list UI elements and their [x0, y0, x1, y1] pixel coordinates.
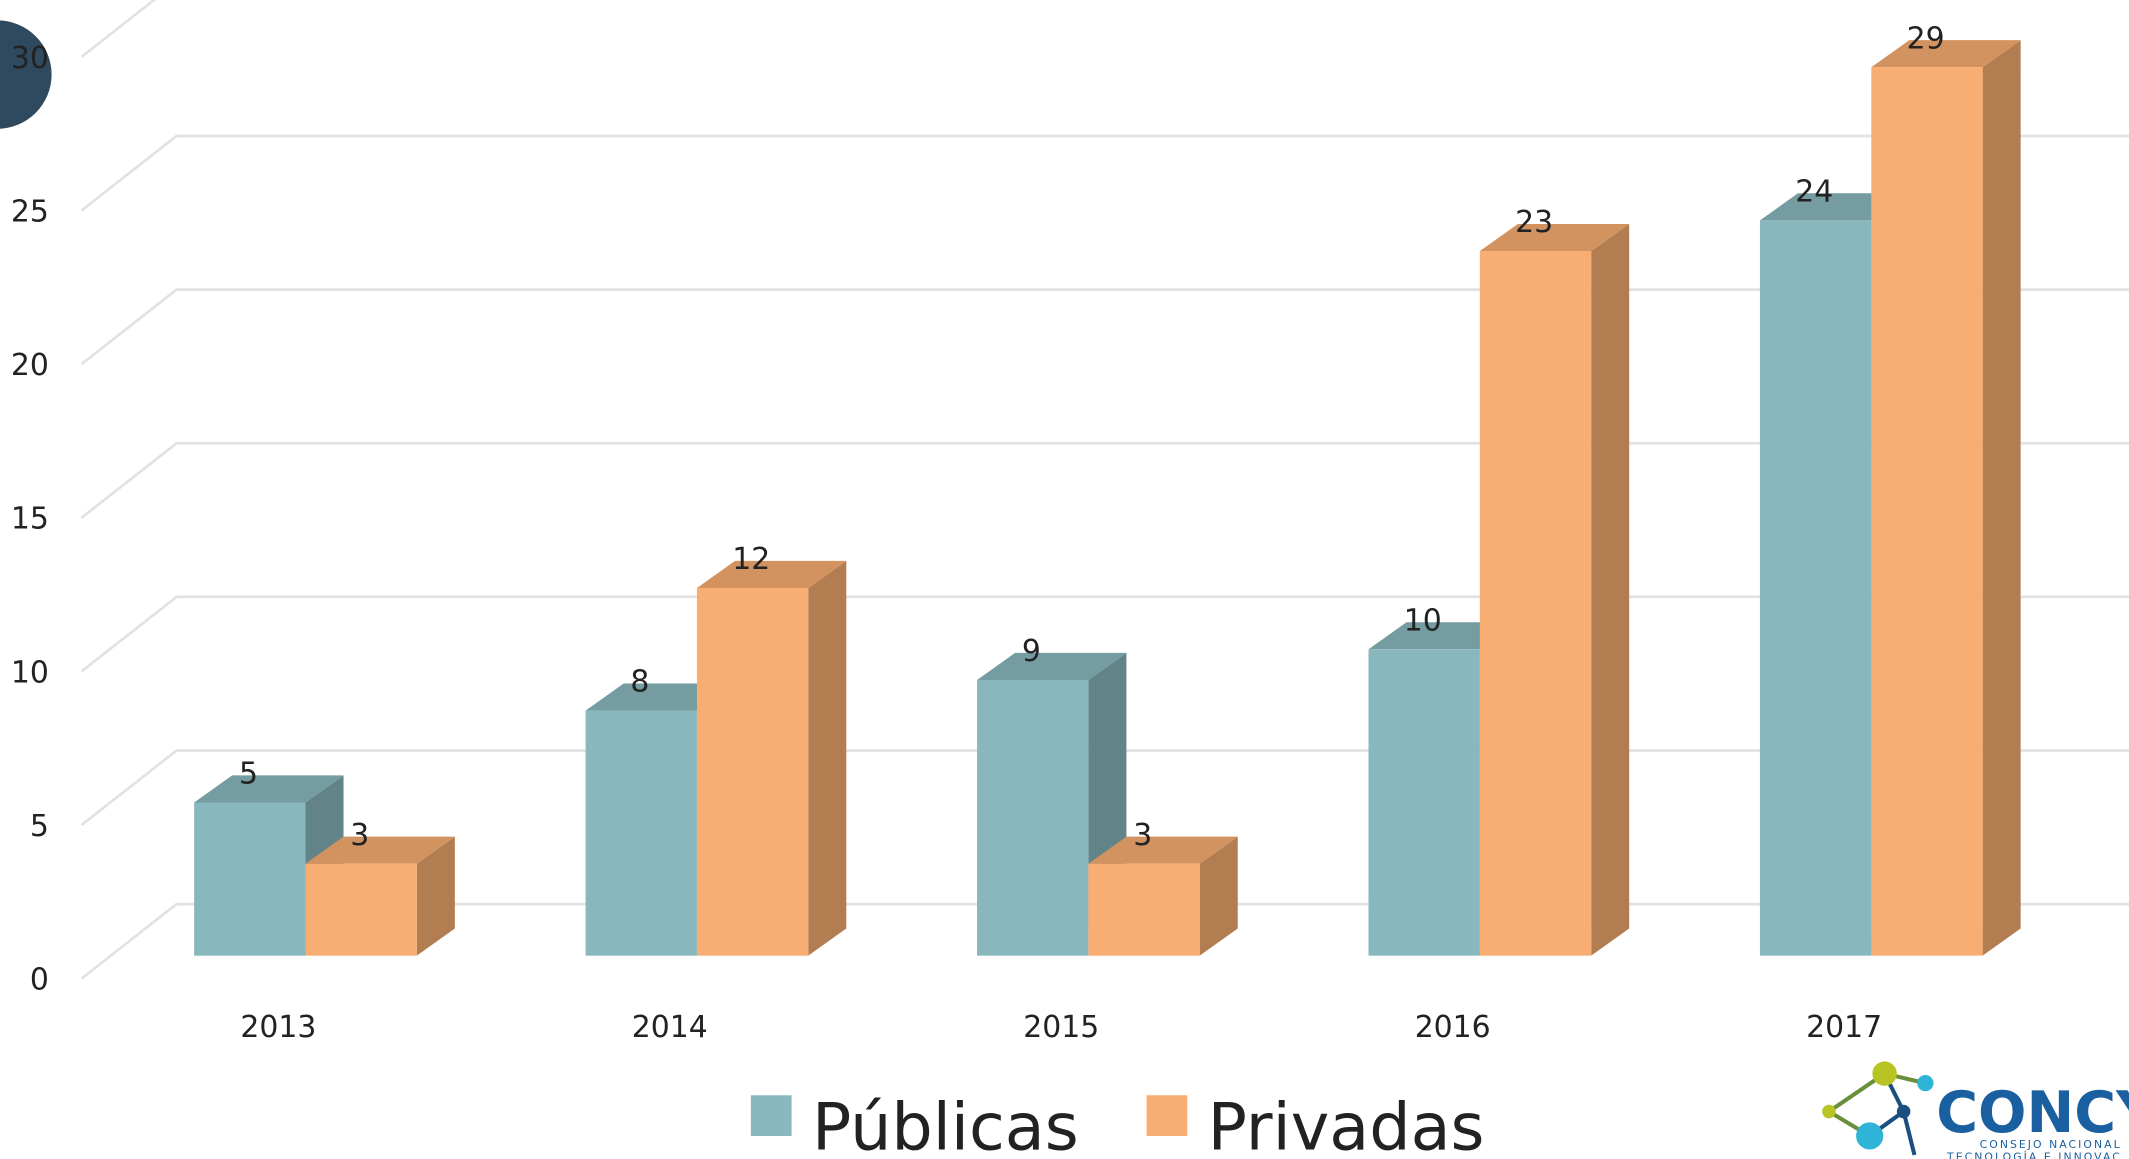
x-tick-label: 2016 [1415, 1010, 1491, 1045]
value-label: 23 [1515, 205, 1553, 240]
logo-name: CONCY [1936, 1080, 2129, 1146]
value-label: 29 [1907, 21, 1945, 56]
bar [696, 588, 809, 956]
value-label: 12 [732, 542, 770, 577]
bar [1871, 67, 1983, 956]
grid-line [80, 595, 2129, 673]
bar-top [1479, 223, 1630, 252]
bar-top [194, 775, 344, 803]
x-tick-label: 2013 [240, 1010, 316, 1045]
decor-circle [0, 20, 52, 129]
bar [1368, 649, 1480, 956]
value-label: 24 [1795, 174, 1833, 209]
x-tick-label: 2017 [1806, 1010, 1882, 1045]
y-tick-label: 5 [30, 809, 49, 844]
y-tick-label: 0 [30, 963, 49, 998]
bar [977, 679, 1089, 956]
bar-side [416, 836, 455, 956]
x-tick-label: 2014 [632, 1010, 708, 1045]
value-label: 10 [1404, 603, 1442, 638]
logo-line: CONSEJO NACIONAL [1980, 1138, 2122, 1151]
value-label: 9 [1022, 634, 1041, 669]
grid-line [80, 0, 157, 58]
legend-swatch [1146, 1095, 1188, 1136]
legend-swatch [750, 1095, 792, 1136]
y-tick-label: 20 [11, 348, 49, 383]
bar-top [977, 652, 1127, 680]
bar [1088, 863, 1200, 956]
value-label: 3 [350, 818, 369, 853]
bar-side [1982, 40, 2021, 956]
grid-line [80, 134, 2129, 212]
grid-line [80, 441, 2129, 519]
bar [585, 710, 697, 956]
bar-top [305, 836, 455, 864]
y-tick-label: 25 [11, 194, 49, 229]
logo-line: TECNOLOGÍA E INNOVAC [1946, 1150, 2122, 1159]
bar-side [1591, 223, 1630, 956]
bar-top [1088, 836, 1238, 864]
value-label: 5 [239, 757, 258, 792]
bar [1479, 251, 1592, 956]
bar [194, 802, 306, 956]
x-tick-label: 2015 [1023, 1010, 1099, 1045]
bar-side [1199, 836, 1238, 956]
y-tick-label: 30 [11, 41, 49, 76]
bar-top [696, 560, 847, 589]
y-tick-label: 15 [11, 502, 49, 537]
value-label: 8 [630, 665, 649, 700]
bar-side [808, 560, 847, 956]
legend-label: Públicas [812, 1091, 1079, 1159]
y-tick-label: 10 [11, 655, 49, 690]
bar [1759, 220, 1872, 956]
bar [305, 863, 417, 956]
value-label: 3 [1133, 818, 1152, 853]
grid-line [80, 288, 2129, 366]
legend-label: Privadas [1208, 1091, 1485, 1159]
bar-top [1871, 40, 2021, 68]
logo: CONCY CONSEJO NACIONAL TECNOLOGÍA E INNO… [1822, 1061, 2129, 1159]
